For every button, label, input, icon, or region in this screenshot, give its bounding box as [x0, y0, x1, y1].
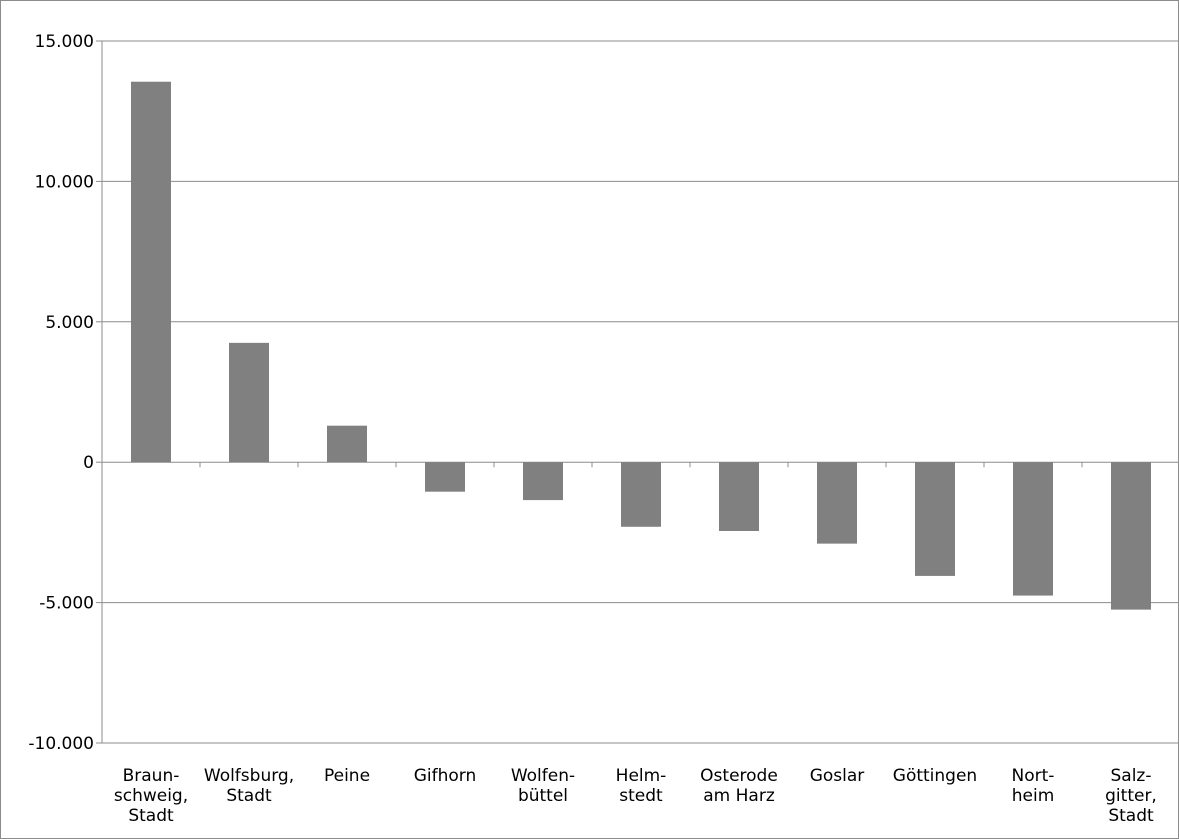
x-category-label: Peine [324, 766, 370, 786]
x-category-label: Göttingen [893, 766, 977, 786]
x-category-label-line: Helm- [616, 766, 667, 786]
x-category-label: Wolfsburg, Stadt [204, 766, 294, 806]
bar [327, 425, 367, 463]
x-category-label-line: Göttingen [893, 766, 977, 786]
x-category-label: Salz-gitter, Stadt [1105, 766, 1157, 826]
x-category-label-line: am Harz [703, 786, 775, 806]
x-category-label-line: Salz- [1111, 766, 1152, 786]
x-category-label-line: schweig, [114, 786, 188, 806]
x-category-label-line: Wolfen- [511, 766, 575, 786]
x-category-label: Nort-heim [1012, 766, 1055, 806]
x-category-label: Goslar [810, 766, 865, 786]
x-category-label-line: Peine [324, 766, 370, 786]
x-category-label-line: büttel [518, 786, 568, 806]
bar [817, 462, 857, 544]
y-tick-label: 5.000 [45, 313, 94, 333]
x-category-label-line: Gifhorn [414, 766, 477, 786]
bar [229, 342, 269, 463]
bar [425, 462, 465, 492]
x-category-label-line: heim [1012, 786, 1055, 806]
y-tick-label: -10.000 [28, 734, 94, 754]
bar [719, 462, 759, 531]
x-category-label: Gifhorn [414, 766, 477, 786]
x-category-label: Osterode am Harz [700, 766, 778, 806]
x-category-label-line: stedt [619, 786, 663, 806]
x-category-label: Braun-schweig, Stadt [114, 766, 188, 826]
bar [621, 462, 661, 527]
y-tick-label: 0 [83, 453, 94, 473]
x-category-label-line: Stadt [1108, 806, 1154, 826]
y-tick-label: 15.000 [35, 32, 94, 52]
x-category-label-line: Stadt [128, 806, 174, 826]
x-category-label-line: Osterode [700, 766, 778, 786]
x-category-label-line: Stadt [226, 786, 272, 806]
x-category-label-line: Braun- [123, 766, 180, 786]
x-category-label: Helm-stedt [616, 766, 667, 806]
y-tick-label: 10.000 [35, 172, 94, 192]
y-tick-label: -5.000 [39, 594, 94, 614]
bar [915, 462, 955, 576]
x-category-label-line: gitter, [1105, 786, 1157, 806]
bar [1013, 462, 1053, 596]
bar [523, 462, 563, 501]
bar [1111, 462, 1151, 610]
x-category-label-line: Goslar [810, 766, 865, 786]
bar [131, 81, 171, 463]
x-category-label-line: Wolfsburg, [204, 766, 294, 786]
x-category-label-line: Nort- [1012, 766, 1055, 786]
x-category-label: Wolfen-büttel [511, 766, 575, 806]
